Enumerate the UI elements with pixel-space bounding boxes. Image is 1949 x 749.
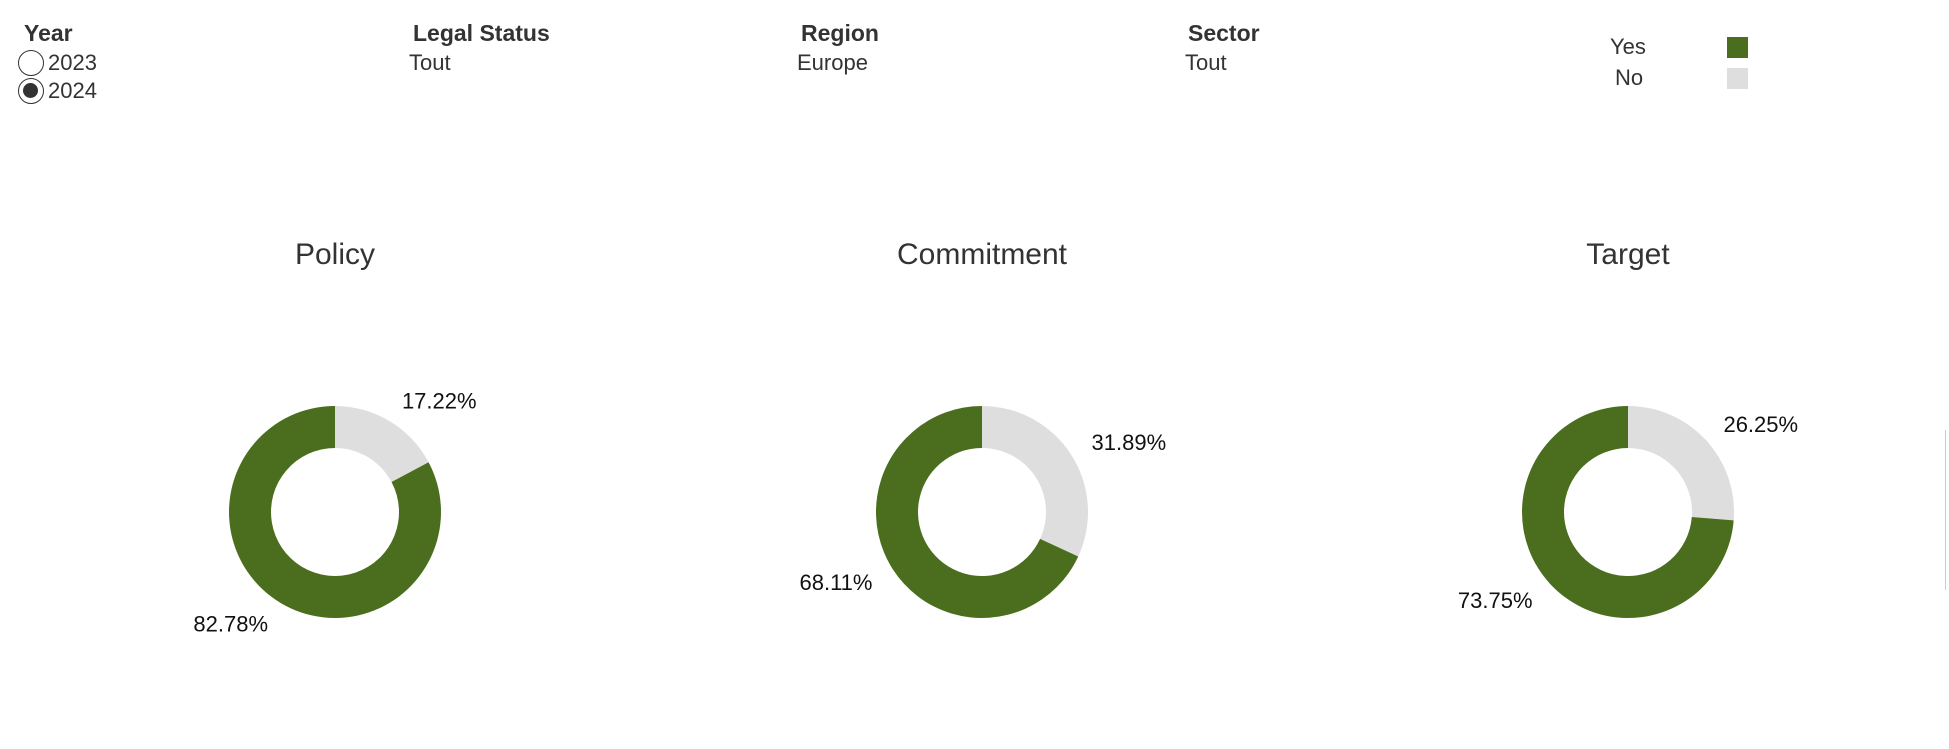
legal-status-filter-title: Legal Status xyxy=(413,20,550,46)
year-filter-title: Year xyxy=(24,20,73,46)
target-slice-yes[interactable] xyxy=(1522,406,1734,618)
commitment-slice-no[interactable] xyxy=(982,406,1088,557)
year-option-label: 2024 xyxy=(48,78,97,103)
policy-slice-no[interactable] xyxy=(335,406,429,482)
sector-filter-value[interactable]: Tout xyxy=(1185,50,1227,75)
sector-filter-title: Sector xyxy=(1188,20,1260,46)
year-option-label: 2023 xyxy=(48,50,97,75)
radio-unchecked-icon[interactable] xyxy=(18,50,44,76)
year-option-2023[interactable]: 2023 xyxy=(18,49,97,77)
legal-status-filter-value[interactable]: Tout xyxy=(409,50,451,75)
policy-slice-yes[interactable] xyxy=(229,406,441,619)
target-chart-title: Target xyxy=(1586,238,1670,271)
region-filter-value[interactable]: Europe xyxy=(797,50,868,75)
commitment-chart-title: Commitment xyxy=(897,238,1068,271)
legend-no-swatch xyxy=(1727,68,1748,89)
legend-no-label: No xyxy=(1615,65,1644,90)
commitment-data-label-no: 31.89% xyxy=(1092,430,1167,455)
panel-edge-divider xyxy=(1945,430,1946,590)
target-slice-no[interactable] xyxy=(1628,406,1734,521)
policy-data-label-no: 17.22% xyxy=(402,389,477,414)
commitment-data-label-yes: 68.11% xyxy=(799,570,872,595)
radio-checked-icon[interactable] xyxy=(18,78,44,104)
policy-chart-title: Policy xyxy=(295,238,375,271)
legend-yes-swatch xyxy=(1727,37,1748,58)
year-option-2024[interactable]: 2024 xyxy=(18,77,97,105)
region-filter-title: Region xyxy=(801,20,879,46)
policy-data-label-yes: 82.78% xyxy=(193,611,268,636)
legend-yes-label: Yes xyxy=(1610,34,1646,59)
commitment-slice-yes[interactable] xyxy=(876,406,1079,619)
target-data-label-yes: 73.75% xyxy=(1458,588,1533,613)
target-data-label-no: 26.25% xyxy=(1723,412,1798,437)
